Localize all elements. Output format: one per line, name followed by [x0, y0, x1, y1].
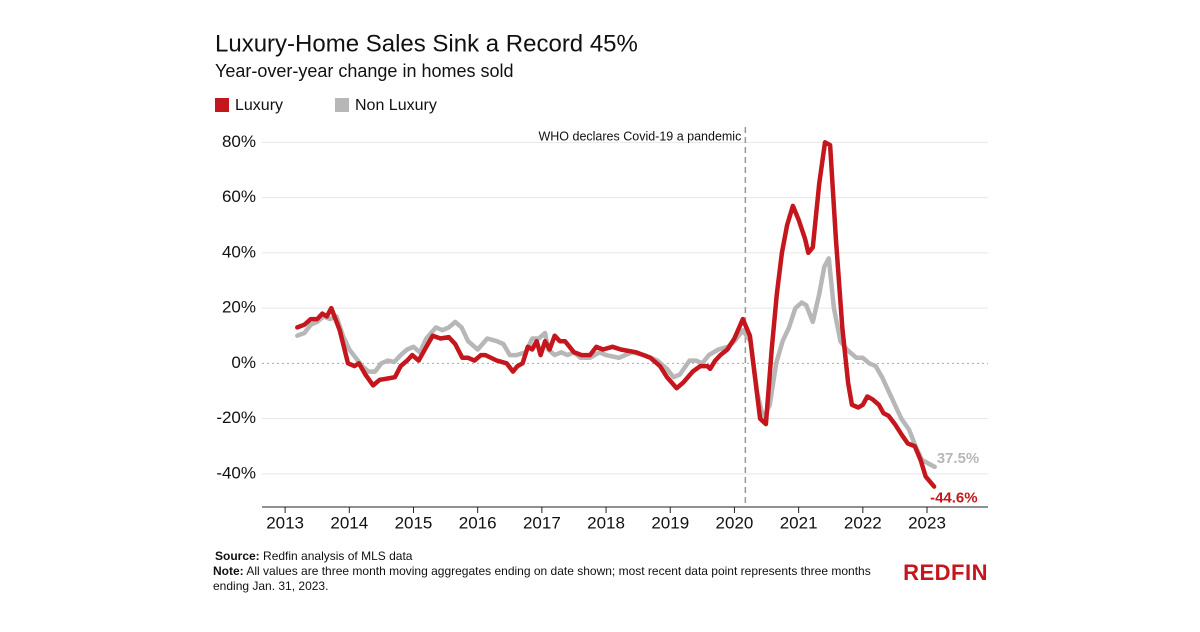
note-text: All values are three month moving aggreg… — [213, 564, 871, 593]
y-tick-label: 60% — [222, 187, 256, 206]
x-tick-label: 2021 — [780, 513, 818, 532]
note: Note: All values are three month moving … — [213, 564, 873, 594]
y-tick-label: -40% — [216, 463, 256, 482]
note-box: Note: All values are three month moving … — [213, 564, 873, 594]
end-label: 37.5% — [937, 450, 980, 467]
y-tick-label: 80% — [222, 132, 256, 151]
x-tick-label: 2019 — [651, 513, 689, 532]
legend-label: Non Luxury — [355, 97, 437, 114]
annotation-text: WHO declares Covid-19 a pandemic — [538, 129, 741, 143]
x-tick-label: 2016 — [459, 513, 497, 532]
x-tick-label: 2018 — [587, 513, 625, 532]
legend-label: Luxury — [235, 97, 283, 114]
y-tick-label: 0% — [231, 353, 256, 372]
note-label: Note: — [213, 564, 244, 578]
source: Source: Redfin analysis of MLS data — [215, 549, 413, 563]
x-tick-label: 2020 — [716, 513, 754, 532]
brand-logo: REDFIN — [903, 560, 988, 585]
x-tick-label: 2014 — [330, 513, 368, 532]
source-label: Source: — [215, 549, 260, 563]
series-line — [295, 256, 937, 470]
legend-swatch — [335, 98, 349, 112]
y-tick-label: 20% — [222, 298, 256, 317]
x-tick-label: 2023 — [908, 513, 946, 532]
end-label: -44.6% — [930, 490, 978, 507]
x-tick-label: 2017 — [523, 513, 561, 532]
series-line — [295, 140, 937, 489]
chart-subtitle: Year-over-year change in homes sold — [215, 61, 514, 81]
source-text: Redfin analysis of MLS data — [263, 549, 413, 563]
x-tick-label: 2013 — [266, 513, 304, 532]
x-tick-label: 2022 — [844, 513, 882, 532]
y-tick-label: 40% — [222, 242, 256, 261]
y-tick-label: -20% — [216, 408, 256, 427]
chart-title: Luxury-Home Sales Sink a Record 45% — [215, 30, 638, 57]
legend-swatch — [215, 98, 229, 112]
x-tick-label: 2015 — [395, 513, 433, 532]
